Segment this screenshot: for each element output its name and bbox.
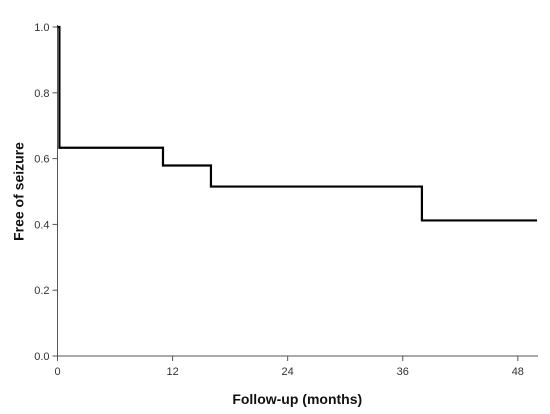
y-tick-label: 0.4 [34, 219, 49, 231]
x-axis: 0 12 24 36 48 [54, 355, 538, 378]
y-axis: 0.0 0.2 0.4 0.6 0.8 1.0 [34, 22, 58, 363]
y-tick-label: 1.0 [34, 22, 49, 34]
x-tick-label: 36 [397, 366, 409, 378]
x-tick-label: 0 [54, 366, 60, 378]
y-tick-label: 0.6 [34, 154, 49, 166]
y-tick-label: 0.2 [34, 285, 49, 297]
series-layer [57, 25, 537, 222]
x-tick-label: 12 [166, 366, 178, 378]
x-tick-label: 24 [282, 366, 294, 378]
survival-step-line [57, 25, 537, 222]
x-axis-title: Follow-up (months) [232, 391, 362, 407]
y-tick-label: 0.8 [34, 88, 49, 100]
x-tick-label: 48 [512, 366, 524, 378]
y-axis-title: Free of seizure [11, 142, 27, 241]
y-tick-label: 0.0 [34, 351, 49, 363]
